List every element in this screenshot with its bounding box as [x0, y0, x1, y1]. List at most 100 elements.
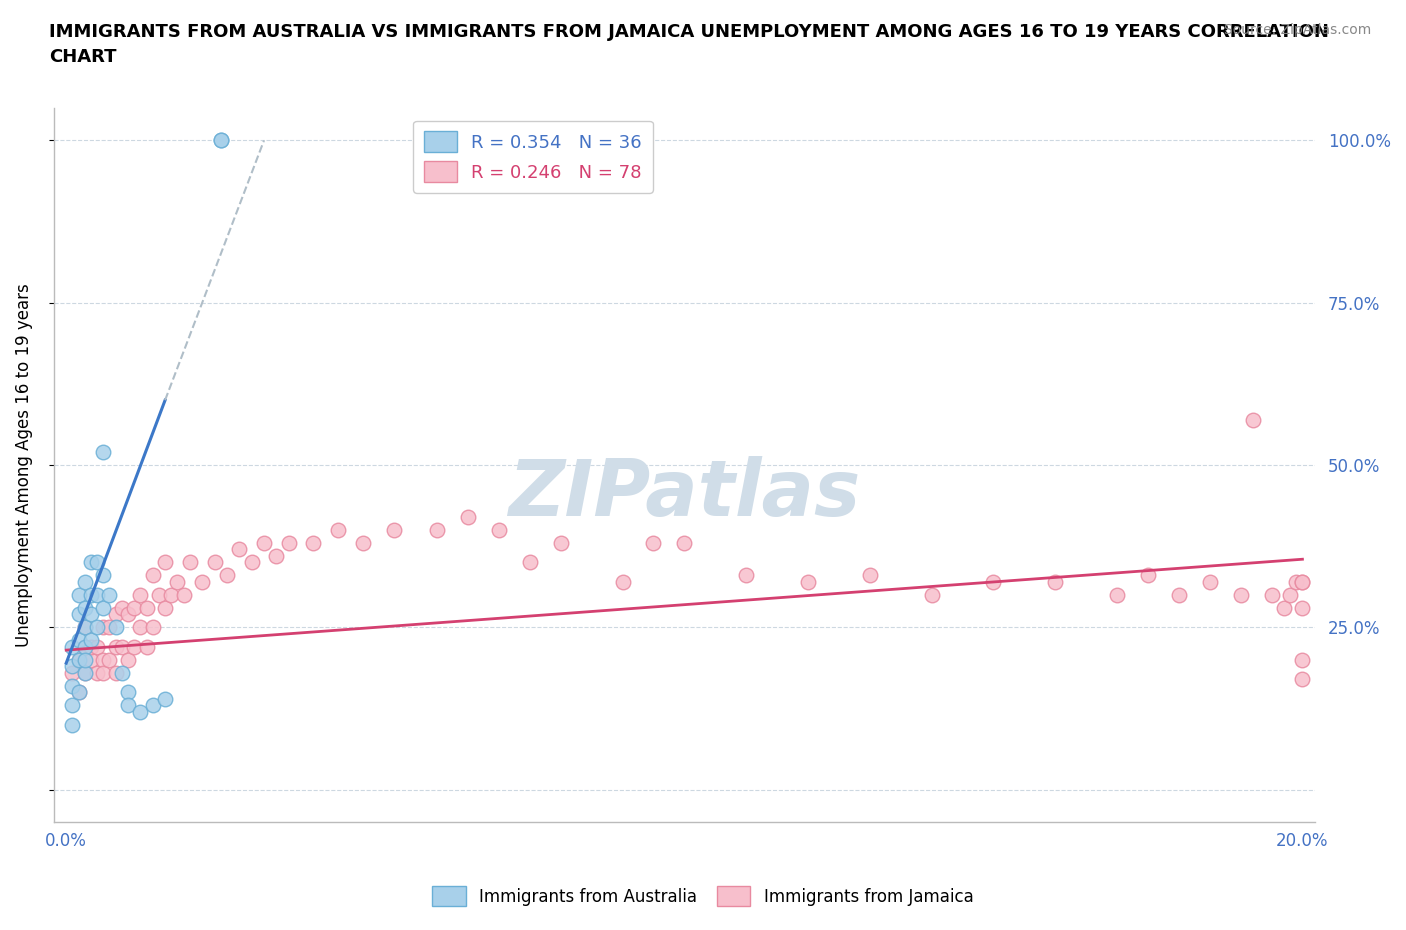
- Point: [60, 717, 83, 732]
- Point: [86, 640, 108, 655]
- Point: [60, 659, 83, 674]
- Point: [488, 523, 510, 538]
- Point: [60, 698, 83, 712]
- Point: [1272, 601, 1295, 616]
- Point: [129, 704, 152, 719]
- Point: [80, 653, 103, 668]
- Point: [129, 588, 152, 603]
- Point: [859, 568, 882, 583]
- Point: [612, 575, 634, 590]
- Point: [550, 536, 572, 551]
- Point: [86, 620, 108, 635]
- Point: [129, 620, 152, 635]
- Point: [73, 653, 96, 668]
- Point: [86, 588, 108, 603]
- Point: [382, 523, 405, 538]
- Point: [142, 568, 165, 583]
- Point: [983, 575, 1005, 590]
- Point: [1043, 575, 1066, 590]
- Point: [1136, 568, 1159, 583]
- Point: [67, 653, 90, 668]
- Point: [73, 620, 96, 635]
- Point: [73, 640, 96, 655]
- Point: [1291, 575, 1313, 590]
- Point: [1260, 588, 1282, 603]
- Point: [1198, 575, 1220, 590]
- Point: [91, 653, 114, 668]
- Point: [91, 601, 114, 616]
- Point: [1291, 601, 1313, 616]
- Text: Source: ZipAtlas.com: Source: ZipAtlas.com: [1223, 23, 1371, 37]
- Point: [142, 620, 165, 635]
- Point: [73, 575, 96, 590]
- Point: [91, 620, 114, 635]
- Point: [73, 601, 96, 616]
- Text: ZIPatlas: ZIPatlas: [508, 456, 860, 532]
- Point: [204, 555, 226, 570]
- Point: [209, 133, 232, 148]
- Point: [253, 536, 276, 551]
- Point: [117, 684, 139, 699]
- Point: [153, 555, 176, 570]
- Point: [67, 588, 90, 603]
- Point: [153, 601, 176, 616]
- Point: [91, 665, 114, 680]
- Point: [80, 640, 103, 655]
- Point: [117, 653, 139, 668]
- Point: [80, 633, 103, 648]
- Point: [104, 640, 127, 655]
- Point: [1279, 588, 1302, 603]
- Point: [519, 555, 541, 570]
- Point: [228, 542, 250, 557]
- Point: [98, 588, 121, 603]
- Point: [1229, 588, 1251, 603]
- Point: [80, 555, 103, 570]
- Point: [104, 665, 127, 680]
- Point: [86, 555, 108, 570]
- Point: [735, 568, 758, 583]
- Point: [921, 588, 943, 603]
- Point: [104, 620, 127, 635]
- Point: [60, 640, 83, 655]
- Point: [73, 665, 96, 680]
- Point: [166, 575, 188, 590]
- Point: [111, 665, 134, 680]
- Point: [266, 549, 288, 564]
- Point: [1291, 671, 1313, 686]
- Point: [67, 607, 90, 622]
- Point: [457, 510, 479, 525]
- Text: IMMIGRANTS FROM AUSTRALIA VS IMMIGRANTS FROM JAMAICA UNEMPLOYMENT AMONG AGES 16 : IMMIGRANTS FROM AUSTRALIA VS IMMIGRANTS …: [49, 23, 1329, 66]
- Y-axis label: Unemployment Among Ages 16 to 19 years: Unemployment Among Ages 16 to 19 years: [15, 284, 32, 647]
- Point: [173, 588, 195, 603]
- Point: [1285, 575, 1308, 590]
- Point: [1105, 588, 1128, 603]
- Point: [277, 536, 299, 551]
- Point: [148, 588, 170, 603]
- Point: [67, 633, 90, 648]
- Point: [352, 536, 374, 551]
- Point: [302, 536, 325, 551]
- Point: [209, 133, 232, 148]
- Point: [117, 698, 139, 712]
- Point: [160, 588, 183, 603]
- Point: [1241, 412, 1264, 427]
- Point: [80, 588, 103, 603]
- Point: [117, 607, 139, 622]
- Point: [135, 601, 157, 616]
- Point: [191, 575, 214, 590]
- Point: [80, 607, 103, 622]
- Point: [122, 601, 145, 616]
- Point: [73, 665, 96, 680]
- Point: [122, 640, 145, 655]
- Point: [1291, 575, 1313, 590]
- Point: [60, 665, 83, 680]
- Point: [67, 684, 90, 699]
- Point: [86, 665, 108, 680]
- Point: [91, 445, 114, 459]
- Point: [104, 607, 127, 622]
- Point: [111, 640, 134, 655]
- Point: [1291, 653, 1313, 668]
- Point: [91, 568, 114, 583]
- Point: [153, 691, 176, 706]
- Point: [142, 698, 165, 712]
